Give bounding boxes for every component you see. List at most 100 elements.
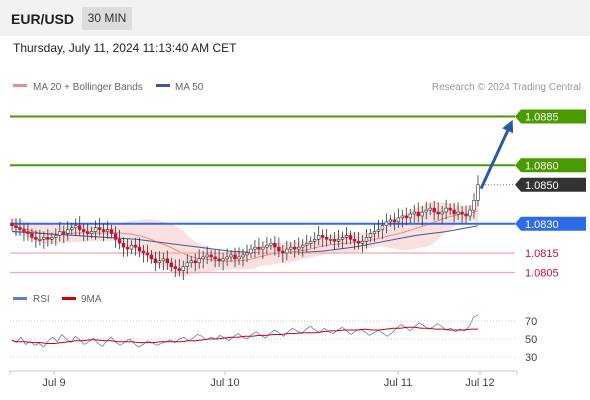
candle-body (245, 252, 249, 256)
candle-body (193, 260, 197, 264)
candle-body (297, 246, 301, 250)
candle-body (30, 233, 34, 238)
candle-body (185, 262, 189, 267)
candle-body (476, 184, 480, 201)
chart-datetime: Thursday, July 11, 2024 11:13:40 AM CET (13, 41, 237, 55)
candle-body (253, 246, 257, 250)
candle-body (324, 237, 329, 240)
rsi-tick-label-2: 30 (525, 352, 537, 364)
candle-body (133, 244, 138, 248)
candle-body (265, 244, 269, 248)
candle-body (332, 239, 337, 242)
candle-body (464, 213, 468, 217)
candle-body (432, 207, 436, 213)
candle-body (137, 246, 142, 252)
candle-body (221, 258, 225, 262)
level-label-3: 1.0830 (525, 219, 559, 231)
candle-body (237, 256, 241, 260)
rsi-ma-line (11, 326, 478, 344)
candle-body (233, 254, 237, 260)
candle-body (229, 254, 233, 258)
candle-body (201, 256, 205, 260)
candle-body (173, 266, 177, 269)
ma50-line (11, 225, 479, 254)
candle-body (277, 246, 281, 252)
ma20-legend-swatch (13, 84, 27, 87)
ma50-legend-label: MA 50 (175, 82, 204, 93)
candle-body (420, 211, 424, 217)
x-axis: Jul 9 Jul 10 Jul 11 Jul 12 (9, 371, 518, 389)
candle-body (46, 237, 50, 240)
candle-body (368, 233, 373, 238)
x-tick-label-3: Jul 12 (465, 377, 494, 389)
x-tick-label-0: Jul 9 (42, 377, 65, 389)
candle-body (340, 237, 345, 240)
candle-body (97, 227, 102, 230)
level-label-2: 1.0850 (525, 180, 559, 192)
candle-body (113, 233, 118, 240)
level-tag-0 (515, 109, 586, 124)
candle-body (404, 215, 408, 219)
candle-body (269, 242, 273, 246)
candle-body (456, 211, 460, 215)
candle-body (78, 225, 82, 230)
level-tag-3 (515, 216, 586, 231)
symbol-title: EUR/USD (11, 11, 75, 27)
candle-body (74, 225, 78, 228)
candle-body (89, 231, 94, 234)
level-label-0: 1.0885 (525, 112, 559, 124)
watermark: Research © 2024 Trading Central (432, 82, 581, 93)
candle-body (293, 246, 297, 250)
ma20-legend-label: MA 20 + Bollinger Bands (33, 82, 143, 93)
candle-body (54, 235, 58, 238)
rsi-legend-swatch (13, 297, 27, 300)
level-tag-2 (515, 177, 586, 192)
candle-body (26, 231, 30, 234)
timeframe-tab[interactable]: 30 MIN (82, 7, 132, 30)
candle-body (392, 219, 397, 223)
rsi-panel: 70 50 30 (10, 314, 537, 364)
candle-body (460, 211, 464, 215)
candle-body (305, 242, 309, 246)
candle-body (388, 219, 393, 223)
candle-body (360, 241, 365, 244)
forecast-arrow-head (502, 119, 514, 134)
candle-body (301, 244, 305, 248)
candle-body (10, 223, 14, 226)
candle-body (165, 258, 170, 264)
candle-body (313, 239, 317, 242)
candle-body (444, 207, 448, 213)
candle-body (177, 268, 181, 271)
candle-body (70, 227, 74, 230)
candle-body (141, 250, 146, 254)
candle-body (22, 229, 26, 232)
candle-body (289, 246, 293, 250)
candle-body (400, 215, 405, 219)
candle-body (85, 231, 90, 234)
candle-body (285, 248, 289, 254)
candle-body (105, 229, 110, 232)
candle-body (281, 250, 285, 254)
ma20-line (11, 210, 479, 262)
candle-body (149, 254, 154, 260)
candle-body (328, 239, 333, 241)
rsi-line (11, 314, 479, 348)
candle-body (121, 242, 126, 248)
candle-body (352, 239, 357, 242)
candle-body (18, 227, 22, 230)
candle-body (217, 258, 221, 262)
candle-body (384, 221, 389, 227)
candle-body (38, 239, 42, 241)
candle-body (42, 237, 46, 240)
candle-body (205, 254, 209, 258)
candle-body (58, 231, 62, 236)
candle-body (468, 209, 472, 217)
candle-body (364, 237, 369, 242)
candle-body (14, 225, 18, 228)
candle-body (34, 237, 38, 240)
candle-body (472, 200, 476, 211)
candle-body (273, 242, 277, 248)
level-label-5: 1.0805 (525, 268, 559, 280)
candle-body (145, 252, 150, 256)
